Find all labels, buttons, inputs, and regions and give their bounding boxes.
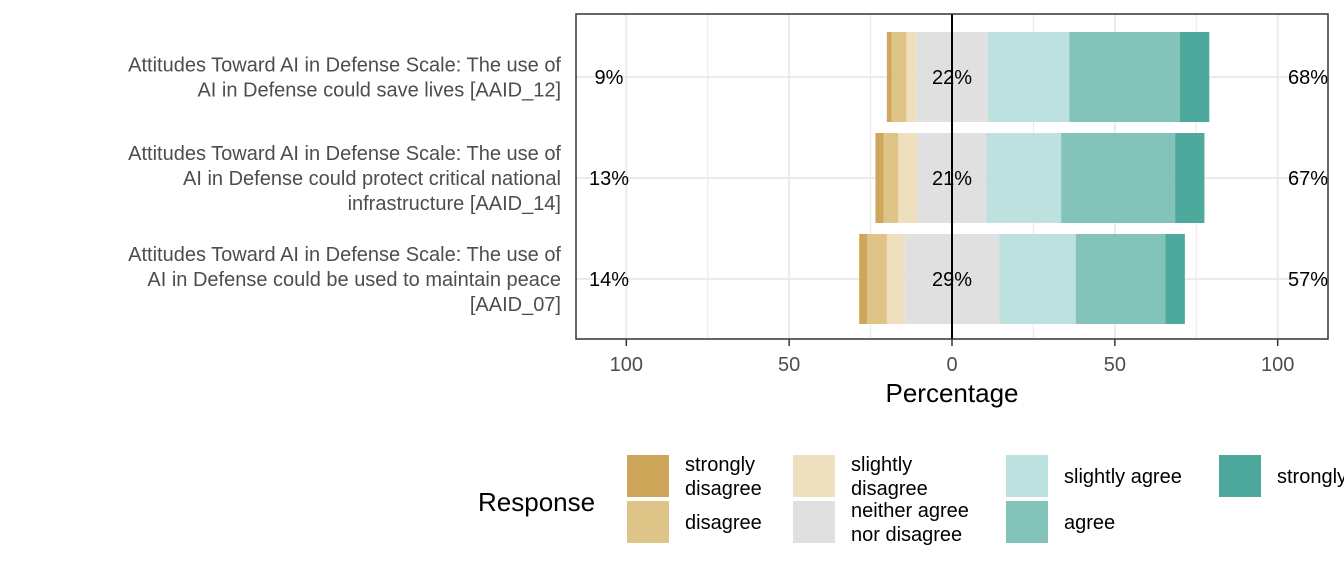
- legend-label-line: disagree: [685, 478, 762, 500]
- legend-label: slightly disagree: [851, 454, 928, 500]
- bar-slightly-disagree: [886, 234, 905, 324]
- legend-key: [793, 501, 835, 543]
- x-tick-label: 50: [778, 354, 800, 376]
- bar-strongly-agree: [1175, 133, 1205, 223]
- y-tick-label: Attitudes Toward AI in Defense Scale: Th…: [128, 244, 561, 316]
- legend-label-line: slightly agree: [1064, 466, 1182, 488]
- legend-label-line: slightly: [851, 454, 912, 476]
- left-percent-label: 9%: [595, 67, 624, 89]
- legend-label-line: strongly agree: [1277, 466, 1344, 488]
- y-tick-label-line: Attitudes Toward AI in Defense Scale: Th…: [128, 244, 561, 266]
- bar-strongly-disagree: [886, 32, 892, 122]
- legend-label: slightly agree: [1064, 466, 1182, 488]
- legend-label: strongly disagree: [685, 454, 762, 500]
- bar-agree: [1069, 32, 1180, 122]
- y-tick-label: Attitudes Toward AI in Defense Scale: Th…: [128, 55, 561, 102]
- bar-agree: [1061, 133, 1176, 223]
- legend-label: strongly agree: [1277, 466, 1344, 488]
- y-tick-label-line: [AAID_07]: [470, 294, 561, 316]
- bar-slightly-agree: [986, 133, 1062, 223]
- legend-label-line: disagree: [851, 478, 928, 500]
- bar-strongly-agree: [1179, 32, 1210, 122]
- left-percent-label: 13%: [589, 168, 629, 190]
- bar-disagree: [867, 234, 887, 324]
- bar-strongly-disagree: [875, 133, 884, 223]
- bar-labels: 9% 22% 68%13% 21% 67%14% 29% 57%: [589, 67, 1328, 291]
- legend-key: [1006, 501, 1048, 543]
- bar-strongly-disagree: [859, 234, 868, 324]
- x-axis: 100 50 0 50 100: [610, 339, 1294, 376]
- y-tick-label-line: Attitudes Toward AI in Defense Scale: Th…: [128, 55, 561, 77]
- legend-label: disagree: [685, 512, 762, 534]
- legend-key: [793, 455, 835, 497]
- bar-disagree: [883, 133, 899, 223]
- bars: [859, 32, 1210, 324]
- x-tick-label: 100: [1261, 354, 1294, 376]
- y-tick-label-line: infrastructure [AAID_14]: [348, 193, 561, 215]
- y-axis-labels: Attitudes Toward AI in Defense Scale: Th…: [128, 55, 561, 317]
- left-percent-label: 14%: [589, 269, 629, 291]
- y-tick-label-line: AI in Defense could protect critical nat…: [183, 168, 561, 190]
- y-tick-label-line: Attitudes Toward AI in Defense Scale: Th…: [128, 143, 561, 165]
- legend-label-line: disagree: [685, 512, 762, 534]
- right-percent-label: 57%: [1288, 269, 1328, 291]
- legend-label-line: strongly: [685, 454, 755, 476]
- legend-key: [1006, 455, 1048, 497]
- x-tick-label: 100: [610, 354, 643, 376]
- bar-slightly-disagree: [906, 32, 917, 122]
- right-percent-label: 68%: [1288, 67, 1328, 89]
- x-tick-label: 50: [1104, 354, 1126, 376]
- bar-disagree: [891, 32, 907, 122]
- y-tick-label-line: AI in Defense could save lives [AAID_12]: [197, 80, 561, 102]
- legend-key: [627, 455, 669, 497]
- legend-key: [1219, 455, 1261, 497]
- y-tick-label-line: AI in Defense could be used to maintain …: [147, 269, 561, 291]
- legend-title: Response: [478, 487, 595, 517]
- legend-label: agree: [1064, 512, 1115, 534]
- legend-key: [627, 501, 669, 543]
- right-percent-label: 67%: [1288, 168, 1328, 190]
- legend-label: neither agree nor disagree: [851, 500, 969, 546]
- bar-slightly-agree: [987, 32, 1070, 122]
- bar-slightly-disagree: [898, 133, 918, 223]
- bar-slightly-agree: [999, 234, 1076, 324]
- legend-label-line: neither agree: [851, 500, 969, 522]
- bar-agree: [1075, 234, 1166, 324]
- x-axis-title: Percentage: [886, 378, 1019, 408]
- x-tick-label: 0: [946, 354, 957, 376]
- y-tick-label: Attitudes Toward AI in Defense Scale: Th…: [128, 143, 561, 215]
- legend-label-line: agree: [1064, 512, 1115, 534]
- legend-label-line: nor disagree: [851, 524, 962, 546]
- bar-strongly-agree: [1165, 234, 1185, 324]
